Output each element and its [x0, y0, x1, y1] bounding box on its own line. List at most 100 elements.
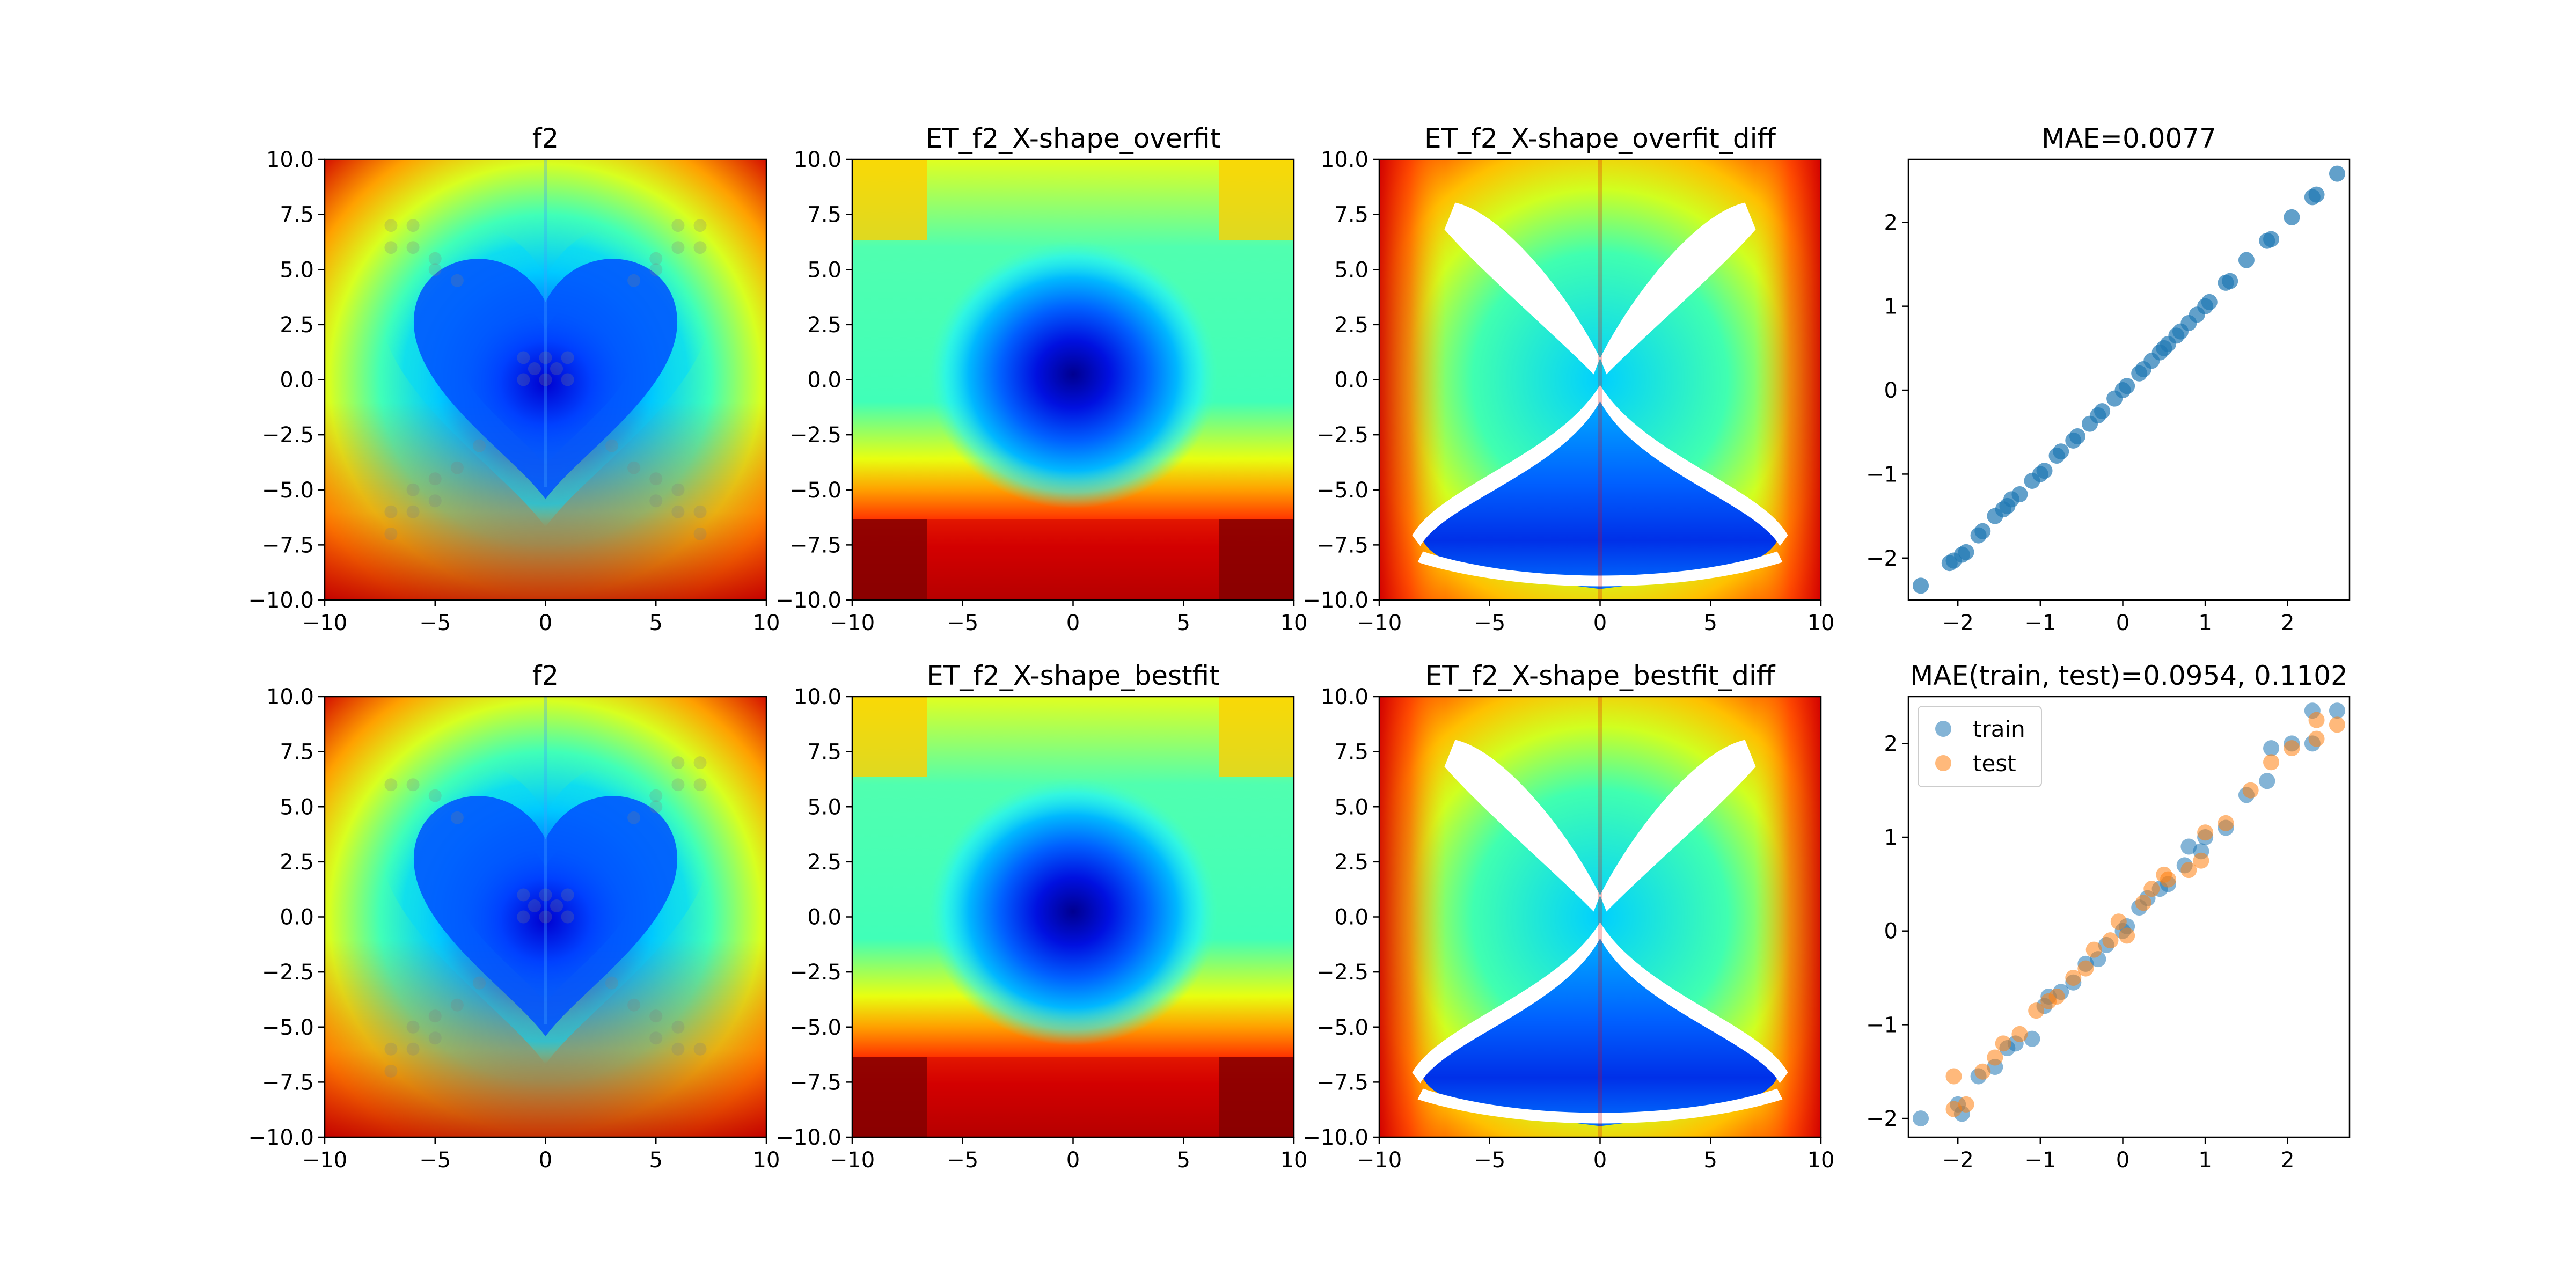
panel-p2: ET_f2_X-shape_overfit −10 −5 0 5 10 10.0 7.5 5.0…: [775, 123, 1307, 635]
plot-area: [852, 697, 1294, 1137]
sample-point: [671, 778, 685, 792]
sample-point: [649, 1031, 663, 1045]
sample-point: [384, 778, 398, 792]
x-tick-label: 0: [539, 1148, 552, 1173]
fit-blob: [928, 777, 1218, 1046]
sample-point: [649, 789, 663, 802]
x-tick-label: −1: [2024, 611, 2056, 635]
x-tick-label: 0: [539, 611, 552, 635]
corner-block-br: [1219, 1057, 1294, 1137]
white-band-bottom: [1417, 1088, 1783, 1124]
x-tick-label: −5: [947, 611, 978, 635]
y-tick-label: 5.0: [280, 258, 314, 282]
sample-point: [561, 373, 574, 386]
scatter-point: [2222, 273, 2238, 289]
sample-point: [539, 888, 552, 902]
panel-title: ET_f2_X-shape_bestfit: [926, 660, 1219, 691]
panel-p1: f2 −10 −5 0 5 10 10.0 7.5 5.0 2.5 0.0 −2.5 −5.0 −7.5 −…: [248, 123, 780, 635]
x-tick-label: 0: [2116, 611, 2129, 635]
corner-block-tl: [852, 159, 927, 240]
panel-title: MAE(train, test)=0.0954, 0.1102: [1910, 660, 2348, 691]
y-tick-label: 10.0: [1321, 685, 1368, 709]
x-tick-label: 1: [2198, 611, 2212, 635]
y-tick-label: −7.5: [789, 1070, 841, 1095]
sample-point: [561, 351, 574, 364]
y-tick-label: 2.5: [1334, 850, 1368, 875]
sample-point: [384, 505, 398, 518]
x-tick-label: −10: [302, 1148, 347, 1173]
sample-point: [428, 1009, 442, 1023]
scatter-point: [2119, 378, 2135, 394]
y-tick-label: 2.5: [807, 313, 841, 338]
x-tick-label: 10: [753, 611, 780, 635]
y-tick-label: 7.5: [1334, 203, 1368, 228]
sample-point: [561, 888, 574, 902]
sample-point: [428, 263, 442, 276]
sample-point: [517, 373, 530, 386]
y-tick-label: 2: [1884, 210, 1898, 235]
y-tick-label: −5.0: [1316, 1015, 1368, 1040]
corner-block-tr: [1219, 159, 1294, 240]
legend-marker: [1935, 755, 1951, 771]
y-tick-label: 0.0: [807, 368, 841, 393]
sample-point: [428, 494, 442, 508]
sample-point: [693, 756, 707, 770]
x-tick-label: −10: [1357, 611, 1402, 635]
x-tick-label: 10: [1807, 1148, 1835, 1173]
scatter-point: [2197, 824, 2214, 841]
sample-point: [539, 910, 552, 924]
sample-point: [649, 263, 663, 276]
x-tick-label: −5: [947, 1148, 978, 1173]
sample-point: [671, 483, 685, 496]
x-tick-label: −10: [830, 611, 875, 635]
sample-point: [384, 527, 398, 540]
scatter-point: [2263, 740, 2280, 757]
y-tick-label: −10.0: [775, 1125, 841, 1150]
panel-p4: MAE=0.0077 −2 −1 0 1 2 −2 −1 0 1 2: [1866, 123, 2351, 635]
y-tick-label: −7.5: [1316, 1070, 1368, 1095]
sample-point: [428, 789, 442, 802]
scatter-point: [2028, 1002, 2045, 1019]
y-tick-label: −2.5: [1316, 423, 1368, 448]
y-tick-label: 7.5: [1334, 740, 1368, 765]
scatter-point: [2329, 702, 2345, 719]
scatter-point: [2069, 428, 2085, 445]
white-band-upper-left: [1444, 740, 1600, 912]
sample-point: [517, 351, 530, 364]
scatter-point: [2218, 815, 2234, 831]
y-tick-label: −2.5: [789, 423, 841, 448]
scatter-point: [2284, 740, 2300, 757]
plot-area: [1379, 159, 1821, 600]
y-tick-label: 0.0: [1334, 905, 1368, 930]
y-tick-label: −5.0: [262, 1015, 314, 1040]
x-tick-label: −5: [1474, 1148, 1505, 1173]
x-tick-label: 0: [1593, 611, 1607, 635]
sample-point: [627, 461, 641, 474]
y-tick-label: −10.0: [1302, 588, 1368, 613]
heart-core: [454, 837, 637, 1004]
y-tick-label: −7.5: [262, 1070, 314, 1095]
y-tick-label: −2: [1866, 1107, 1898, 1131]
scatter-point: [2329, 165, 2345, 182]
legend: train test: [1918, 706, 2042, 787]
y-tick-label: 1: [1884, 825, 1898, 850]
y-tick-label: −10.0: [248, 1125, 314, 1150]
white-band-lower-left: [1412, 385, 1600, 546]
sample-point: [450, 998, 464, 1012]
y-tick-label: 1: [1884, 295, 1898, 319]
y-tick-label: 5.0: [1334, 258, 1368, 282]
sample-point: [693, 527, 707, 540]
sample-point: [671, 1020, 685, 1034]
x-tick-label: 2: [2281, 1148, 2294, 1173]
corner-block-tl: [852, 697, 927, 777]
y-tick-label: 7.5: [280, 740, 314, 765]
sample-point: [539, 351, 552, 364]
x-tick-label: 10: [1280, 611, 1308, 635]
x-tick-label: −10: [1357, 1148, 1402, 1173]
scatter-point: [1987, 1049, 2003, 1066]
sample-point: [649, 494, 663, 508]
scatter-point: [2263, 754, 2280, 771]
scatter-point: [2180, 838, 2197, 855]
x-tick-label: 0: [1593, 1148, 1607, 1173]
y-tick-label: 0: [1884, 919, 1898, 944]
